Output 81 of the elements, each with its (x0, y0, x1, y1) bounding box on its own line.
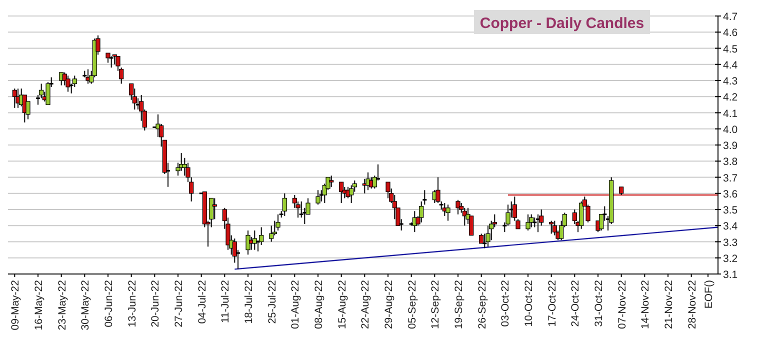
x-tick-label: 20-Jun-22 (150, 280, 162, 328)
candlestick (479, 233, 484, 244)
y-tick-label: 3.1 (723, 269, 738, 281)
x-tick-label: 23-May-22 (56, 280, 68, 330)
x-tick-label: 17-Oct-22 (546, 280, 558, 327)
candlestick (572, 209, 577, 225)
candlestick (316, 190, 320, 206)
candlestick (532, 217, 538, 228)
x-tick-label: 24-Oct-22 (570, 280, 582, 327)
y-tick-label: 4.6 (723, 27, 738, 40)
candlestick (106, 52, 110, 64)
y-tick-label: 3.6 (723, 188, 738, 200)
y-tick-label: 3.9 (723, 140, 738, 152)
x-tick-label: 07-Nov-22 (616, 280, 628, 330)
candlestick (282, 192, 287, 216)
candlestick (339, 182, 344, 204)
y-tick-label: 3.3 (723, 236, 738, 249)
x-tick-label: 31-Oct-22 (593, 280, 605, 327)
y-tick-label: 4.4 (723, 59, 738, 72)
x-tick-label: 05-Sep-22 (406, 280, 418, 330)
x-tick-label: 14-Nov-22 (640, 280, 652, 330)
x-tick-label: 04-Jul-22 (196, 280, 208, 324)
candlestick (212, 198, 217, 220)
y-tick-label: 3.8 (723, 156, 738, 168)
y-tick-label: 4.2 (723, 92, 738, 104)
x-tick-label: 10-Oct-22 (523, 280, 535, 327)
y-tick-label: 4.0 (723, 124, 738, 136)
y-tick-label: 4.5 (723, 43, 738, 56)
x-tick-label: 19-Sep-22 (453, 280, 465, 330)
candlestick (186, 162, 190, 183)
candlestick (456, 199, 460, 215)
candlestick (66, 75, 70, 92)
y-tick-label: 4.3 (723, 76, 738, 88)
x-tick-label: 25-Jul-22 (266, 280, 278, 324)
x-tick-label: 12-Sep-22 (430, 280, 442, 330)
chart-title: Copper - Daily Candles (480, 15, 644, 32)
candlestick (386, 182, 390, 199)
x-tick-label: 06-Jun-22 (103, 280, 115, 328)
candlestick (349, 184, 354, 204)
x-tick-label: 29-Aug-22 (383, 280, 395, 330)
y-tick-label: 3.7 (723, 172, 738, 184)
candlestick (552, 220, 557, 236)
x-tick-label: 18-Jul-22 (243, 280, 255, 324)
candlestick (422, 190, 428, 206)
x-tick-label: 22-Aug-22 (360, 280, 372, 330)
candlestick (419, 200, 424, 223)
x-tick-label: 09-May-22 (10, 280, 22, 330)
candlestick (549, 220, 554, 234)
x-tick-label: 16-May-22 (33, 280, 45, 330)
candlestick (329, 175, 334, 188)
y-tick-label: 4.7 (723, 11, 738, 23)
x-tick-label: 21-Nov-22 (663, 280, 675, 330)
y-tick-label: 3.4 (723, 220, 738, 233)
x-tick-label: 11-Jul-22 (220, 280, 232, 323)
y-tick-label: 4.1 (723, 108, 738, 120)
y-tick-label: 3.2 (723, 252, 738, 265)
candlestick (252, 230, 257, 250)
x-tick-label: 01-Aug-22 (290, 280, 302, 330)
candlestick (486, 225, 490, 248)
candlestick (46, 82, 50, 106)
candlestick (529, 214, 534, 228)
candlestick (246, 230, 250, 256)
candlestick (108, 56, 114, 68)
x-tick-label: 13-Jun-22 (126, 280, 138, 328)
x-tick-label: 30-May-22 (80, 280, 92, 330)
candlestick (119, 67, 124, 84)
x-tick-label: 28-Nov-22 (686, 280, 698, 330)
x-tick-label: 03-Oct-22 (500, 280, 512, 327)
x-tick-label: 15-Aug-22 (336, 280, 348, 330)
x-tick-label: 08-Aug-22 (313, 280, 325, 330)
candlestick (12, 88, 17, 108)
y-tick-label: 3.5 (723, 204, 738, 216)
candlestick (526, 214, 530, 231)
candlestick (269, 225, 274, 242)
candlestick (189, 176, 194, 202)
x-tick-label: 27-Jun-22 (173, 280, 185, 328)
candlestick (209, 198, 214, 228)
x-tick-label: 26-Sep-22 (476, 280, 488, 330)
candlestick (446, 204, 450, 222)
x-tick-label: EOF() (703, 280, 715, 309)
candlestick (579, 200, 584, 230)
